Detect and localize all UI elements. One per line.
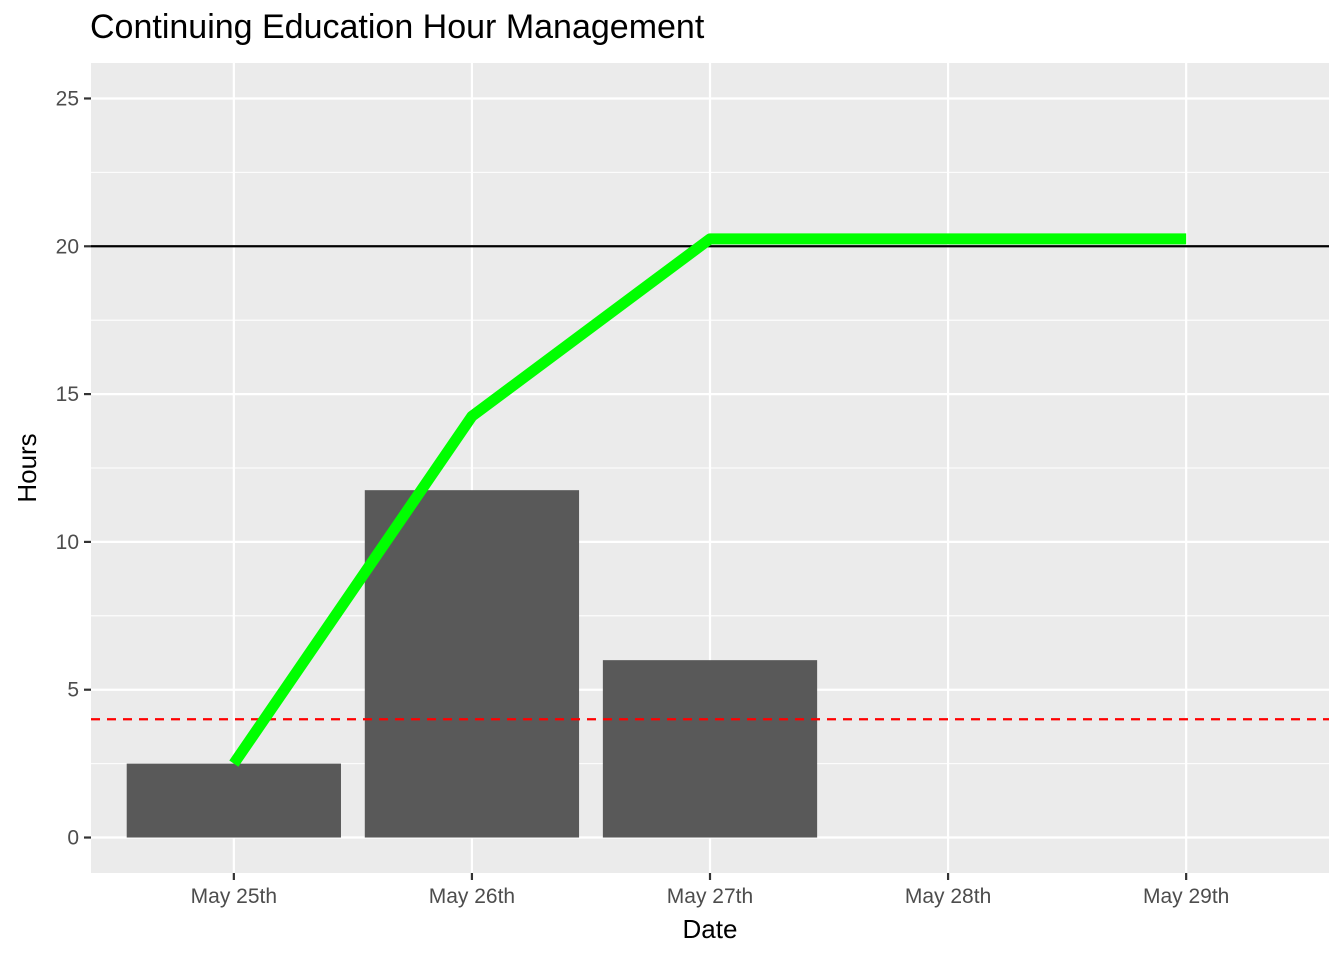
x-tick-label: May 25th [191, 885, 277, 908]
y-tick-label: 5 [67, 679, 79, 702]
x-tick-label: May 27th [667, 885, 753, 908]
bar [126, 763, 341, 838]
x-axis-title: Date [683, 914, 738, 944]
chart-title: Continuing Education Hour Management [90, 8, 705, 46]
x-tick-label: May 28th [905, 885, 991, 908]
y-tick-label: 15 [56, 383, 79, 406]
x-tick-label: May 26th [429, 885, 515, 908]
cumulative-line [229, 233, 1187, 767]
y-axis-title: Hours [12, 433, 42, 502]
y-tick-label: 25 [56, 87, 79, 110]
y-tick-label: 20 [56, 235, 79, 258]
y-tick-label: 10 [56, 531, 79, 554]
x-tick-label: May 29th [1143, 885, 1229, 908]
bar [602, 660, 818, 838]
bar [364, 490, 580, 838]
reference-lines [91, 245, 1329, 721]
cumulative-line-series [229, 233, 1187, 767]
bar-series [126, 490, 818, 838]
y-tick-label: 0 [67, 827, 79, 850]
axes: 0 5 10 15 20 25 May 25th May 26th May 27th May 28… [56, 87, 1230, 908]
